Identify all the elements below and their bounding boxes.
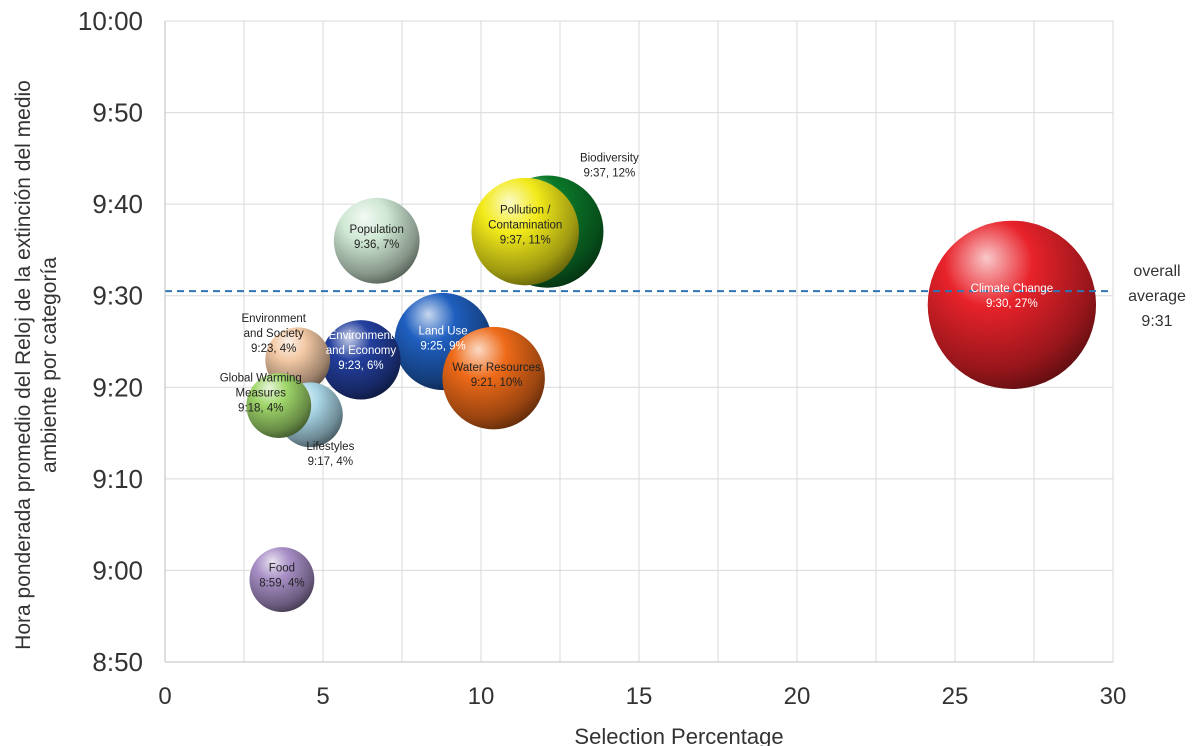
bubble-label: Water Resources 9:21, 10% [452,362,541,389]
bubble-label-line: 9:17, 4% [308,456,353,468]
x-tick-label: 20 [784,683,811,710]
bubble-label-line: Biodiversity [580,153,639,165]
y-tick-label: 9:00 [92,555,143,585]
bubble [927,220,1097,390]
y-tick-label: 9:50 [92,98,143,128]
y-tick-label: 8:50 [92,647,143,677]
x-tick-label: 5 [316,683,329,710]
average-label-line: overall [1133,263,1180,280]
x-tick-label: 15 [626,683,653,710]
y-tick-label: 9:20 [92,372,143,402]
bubble-label-line: 9:36, 7% [354,239,399,251]
bubble-label: Population 9:36, 7% [350,224,404,251]
x-tick-label: 0 [158,683,171,710]
bubble-label-line: Measures [236,388,287,400]
bubble [471,177,579,286]
bubble-label-line: Global Warming [220,373,302,385]
axes: 0 5 10 15 20 25 30 8:50 9:00 9:10 9:20 9:30 9:40 9:50… [12,6,1126,746]
bubble-label: Land Use 9:25, 9% [418,326,467,353]
bubble-label: Lifestyles 9:17, 4% [306,441,354,468]
bubble-label: Climate Change 9:30, 27% [971,283,1053,310]
bubble-label-line: 9:18, 4% [238,403,283,415]
y-axis-title-line: Hora ponderada promedio del Reloj de la … [12,80,35,650]
bubble-label: Global Warming Measures 9:18, 4% [220,373,302,415]
bubble-label-line: 9:37, 11% [500,235,551,247]
bubble-label: Pollution / Contamination 9:37, 11% [488,205,562,247]
bubble-label-line: 9:37, 12% [583,168,635,180]
y-tick-label: 9:40 [92,189,143,219]
bubble-label-line: Population [350,224,404,236]
x-tick-label: 10 [468,683,495,710]
bubble-label-line: Food [269,563,295,575]
bubble-label-line: 9:23, 4% [251,343,296,355]
bubble-labels: Biodiversity 9:37, 12% Pollution / Contamin… [165,153,1186,590]
bubble-label-line: 9:21, 10% [471,377,523,389]
bubble [333,197,420,284]
y-tick-label: 9:10 [92,464,143,494]
bubble-label-line: Land Use [418,326,467,338]
bubble-label: Environment and Society 9:23, 4% [241,313,306,355]
bubble-label: Environment and Economy 9:23, 6% [326,330,397,372]
x-tick-label: 25 [942,683,969,710]
bubble [246,373,312,438]
bubble-label-line: Environment [241,313,306,325]
average-label-line: average [1128,288,1186,305]
y-tick-label: 9:30 [92,281,143,311]
y-axis-title: Hora ponderada promedio del Reloj de la … [12,80,61,650]
bubble-label-line: Climate Change [971,283,1053,295]
bubble-label-line: Environment [329,330,394,342]
bubble [442,326,545,430]
bubble [249,547,315,612]
x-tick-label: 30 [1100,683,1127,710]
y-tick-label: 10:00 [78,6,143,36]
bubble-label-line: 8:59, 4% [259,578,304,590]
bubble-label-line: 9:30, 27% [986,298,1038,310]
y-axis-title-line: ambiente por categoría [38,257,61,473]
x-axis-title: Selection Percentage [574,724,783,746]
bubble-label-line: and Economy [326,345,397,357]
bubble-label-line: Pollution / [500,205,551,217]
bubble-label-line: Lifestyles [306,441,354,453]
bubble-label: Food 8:59, 4% [259,563,304,590]
bubble-label-line: Contamination [488,220,562,232]
average-label-line: 9:31 [1141,313,1172,330]
bubble-label: Biodiversity 9:37, 12% [580,153,639,180]
bubble-label-line: 9:25, 9% [420,341,465,353]
bubble [321,320,401,400]
average-label: overall average 9:31 [1128,263,1186,330]
bubble-label-line: Water Resources [452,362,541,374]
bubble-label-line: and Society [244,328,304,340]
bubbles [246,175,1097,612]
bubble-label-line: 9:23, 6% [338,360,383,372]
